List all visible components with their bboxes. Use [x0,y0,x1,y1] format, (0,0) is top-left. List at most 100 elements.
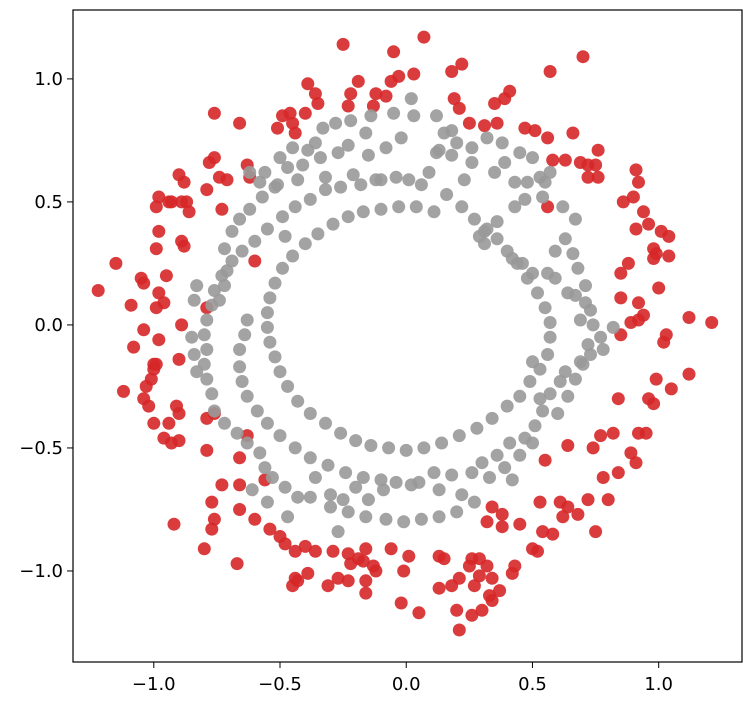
scatter-point [682,311,696,324]
scatter-point [432,510,446,524]
scatter-point [546,527,560,541]
scatter-point [366,99,380,113]
x-tick-label: 0.0 [392,674,421,695]
scatter-point [331,146,345,160]
scatter-point [571,261,585,275]
scatter-point [480,222,494,236]
scatter-point [301,566,315,580]
scatter-point [402,549,416,563]
scatter-point [311,97,325,110]
scatter-point [556,200,570,214]
scatter-point [553,375,567,388]
scatter-point [321,579,335,593]
scatter-point [273,365,287,379]
scatter-point [526,436,539,450]
scatter-point [548,244,562,258]
scatter-point [240,436,254,450]
scatter-point [321,458,335,472]
scatter-point [639,426,653,440]
scatter-point [212,170,226,184]
scatter-point [528,419,542,433]
scatter-point [548,271,562,285]
scatter-point [268,350,282,364]
scatter-point [488,97,502,110]
scatter-point [452,571,466,585]
scatter-point [397,515,411,529]
scatter-point [258,461,272,475]
scatter-point [308,544,322,558]
scatter-point [452,101,466,115]
scatter-point [207,284,221,297]
scatter-point [465,608,479,622]
scatter-point [253,446,267,460]
scatter-point [387,45,401,59]
scatter-point [662,229,676,243]
scatter-point [543,316,557,329]
scatter-point [394,131,408,145]
scatter-point [561,439,575,452]
scatter-point [240,313,254,327]
scatter-point [538,453,552,467]
scatter-point [253,175,267,189]
scatter-point [475,603,489,617]
scatter-point [336,493,350,507]
scatter-point [485,594,499,607]
scatter-point [379,512,393,526]
scatter-point [324,500,337,514]
scatter-point [629,163,643,177]
scatter-point [399,443,413,457]
scatter-point [611,392,625,406]
scatter-point [452,623,466,637]
scatter-point [207,512,221,526]
scatter-point [430,109,443,123]
scatter-point [483,471,496,484]
scatter-point [336,37,350,51]
scatter-point [538,301,552,315]
scatter-point [359,126,373,140]
scatter-point [207,106,221,120]
scatter-point [248,254,262,268]
scatter-point [541,200,555,214]
scatter-point [543,330,557,344]
scatter-point [230,426,244,440]
scatter-point [243,202,257,216]
scatter-point [384,74,398,88]
scatter-point [528,124,542,138]
scatter-point [334,180,348,194]
scatter-point [159,269,173,283]
scatter-point [278,480,292,494]
scatter-point [288,126,302,140]
scatter-point [591,143,605,157]
scatter-point [265,471,279,484]
scatter-point [526,151,539,165]
scatter-point [273,151,287,165]
scatter-point [200,183,214,197]
scatter-point [197,328,211,342]
scatter-point [414,178,428,192]
scatter-point [351,74,365,88]
x-tick-label: −1.0 [132,674,176,695]
scatter-point [568,212,582,226]
scatter-point [215,478,229,492]
scatter-point [172,352,186,366]
scatter-point [361,493,375,507]
scatter-point [233,478,247,492]
scatter-point [281,379,295,393]
scatter-point [117,384,130,398]
scatter-point [331,525,345,539]
scatter-point [263,522,277,536]
scatter-point [190,365,204,379]
scatter-point [435,436,449,450]
scatter-point [177,239,191,253]
scatter-point [536,190,550,204]
scatter-point [427,205,441,219]
scatter-point [450,603,464,617]
scatter-point [308,87,322,101]
x-tick-label: 1.0 [644,674,673,695]
scatter-point [291,574,305,588]
scatter-point [200,372,214,386]
scatter-point [450,136,464,150]
scatter-point [566,126,580,140]
scatter-point [621,256,635,270]
